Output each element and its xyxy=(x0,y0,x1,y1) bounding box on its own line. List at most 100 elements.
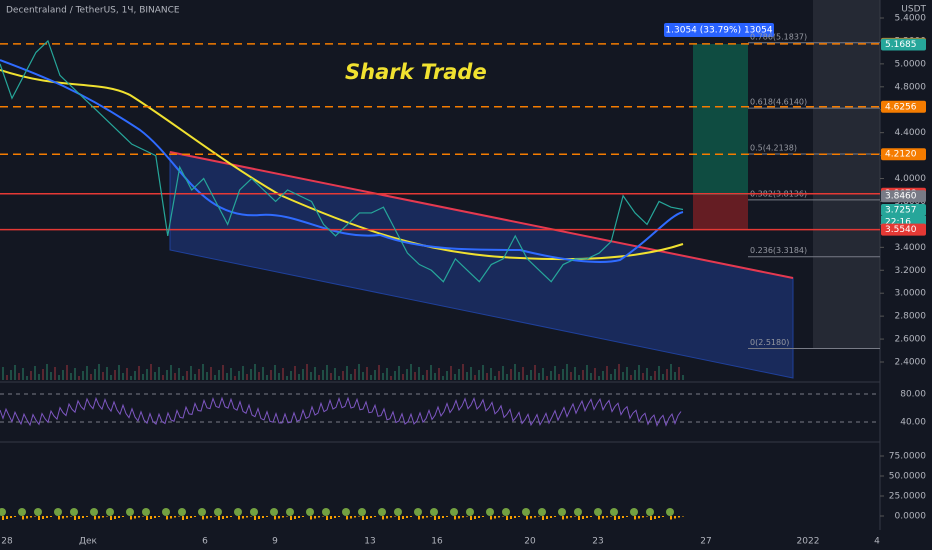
osc-bar xyxy=(546,516,548,519)
price-tag-label: 3.5540 xyxy=(885,225,917,235)
price-tag xyxy=(881,38,926,51)
osc-bar xyxy=(562,516,564,520)
osc-dot xyxy=(610,508,618,516)
osc-bar xyxy=(474,516,476,519)
osc-bar xyxy=(634,516,636,520)
volume-bar xyxy=(154,372,156,380)
volume-bar xyxy=(294,366,296,380)
volume-bar xyxy=(634,370,636,380)
brand: Shark Trade xyxy=(345,60,487,84)
osc-bar xyxy=(158,516,160,517)
volume-bar xyxy=(70,373,72,380)
osc-bar xyxy=(150,516,152,519)
osc-bar xyxy=(582,516,584,519)
volume-bar xyxy=(34,366,36,380)
osc-dot xyxy=(394,508,402,516)
x-tick-label: 23 xyxy=(592,537,603,547)
osc-bar xyxy=(154,516,156,518)
volume-bar xyxy=(358,364,360,380)
osc-bar xyxy=(146,516,148,520)
price-tag-label: 3.7257 xyxy=(885,205,917,215)
volume-bar xyxy=(602,371,604,380)
osc-bar xyxy=(182,516,184,520)
volume-bar xyxy=(654,371,656,380)
volume-bar xyxy=(530,370,532,380)
volume-bar xyxy=(374,370,376,380)
volume-bar xyxy=(670,364,672,380)
ma-blue xyxy=(0,59,684,263)
price-tag-label: 4.6256 xyxy=(885,102,917,112)
osc-bar xyxy=(354,516,356,518)
osc-dot xyxy=(466,508,474,516)
osc-dot xyxy=(162,508,170,516)
osc-dot xyxy=(286,508,294,516)
osc-dot xyxy=(234,508,242,516)
volume-bar xyxy=(614,369,616,380)
osc-bar xyxy=(678,516,680,518)
osc-bar xyxy=(110,516,112,520)
osc-bar xyxy=(106,516,108,517)
osc-bar xyxy=(310,516,312,520)
volume-bar xyxy=(490,368,492,380)
volume-bar xyxy=(522,367,524,380)
volume-bar xyxy=(550,371,552,380)
volume-bar xyxy=(446,371,448,380)
osc-bar xyxy=(286,516,288,517)
volume-bar xyxy=(330,373,332,380)
volume-bar xyxy=(402,374,404,380)
y-tick-label: 5.0000 xyxy=(895,59,927,69)
volume-bar xyxy=(26,376,28,380)
volume-bar xyxy=(50,372,52,380)
volume-bar xyxy=(82,371,84,380)
osc-bar xyxy=(298,516,300,518)
osc-bar xyxy=(470,516,472,520)
volume-bar xyxy=(238,371,240,380)
osc-bar xyxy=(438,516,440,519)
osc-bar xyxy=(430,516,432,517)
osc-dot xyxy=(558,508,566,516)
osc-bar xyxy=(202,516,204,520)
volume-bar xyxy=(426,370,428,380)
osc-bar xyxy=(58,516,60,520)
volume-bar xyxy=(430,365,432,380)
osc-bar xyxy=(466,516,468,517)
osc-dot xyxy=(594,508,602,516)
osc-bar xyxy=(518,516,520,517)
volume-bar xyxy=(462,364,464,380)
osc-bar xyxy=(646,516,648,517)
y-tick-label: 3.0000 xyxy=(895,289,927,299)
volume-bar xyxy=(350,374,352,380)
volume-bar xyxy=(474,375,476,380)
volume-bar xyxy=(266,375,268,380)
fib-label: 0.5(4.2138) xyxy=(750,144,797,153)
volume-bar xyxy=(278,373,280,380)
osc-dot xyxy=(358,508,366,516)
price-tag xyxy=(881,203,926,216)
osc-dot xyxy=(450,508,458,516)
x-tick-label: 2022 xyxy=(797,537,820,547)
osc-bar xyxy=(654,516,656,519)
osc-bar xyxy=(358,516,360,517)
volume-bar xyxy=(346,366,348,380)
osc-bar xyxy=(650,516,652,520)
volume-bar xyxy=(674,372,676,380)
osc-bar xyxy=(70,516,72,517)
volume-bar xyxy=(14,365,16,380)
osc-bar xyxy=(190,516,192,518)
volume-bar xyxy=(322,370,324,380)
volume-bar xyxy=(658,366,660,380)
volume-bar xyxy=(162,375,164,380)
y-tick-label: 4.8000 xyxy=(895,82,927,92)
osc-bar xyxy=(570,516,572,518)
volume-bar xyxy=(526,375,528,380)
osc-dot xyxy=(0,508,6,516)
volume-bar xyxy=(542,368,544,380)
osc-tick-label: 0.0000 xyxy=(895,512,927,522)
measure-box xyxy=(664,23,774,37)
osc-dot xyxy=(90,508,98,516)
volume-bar xyxy=(418,367,420,380)
osc-dot xyxy=(106,508,114,516)
osc-bar xyxy=(526,516,528,520)
osc-bar xyxy=(274,516,276,520)
osc-bar xyxy=(238,516,240,520)
